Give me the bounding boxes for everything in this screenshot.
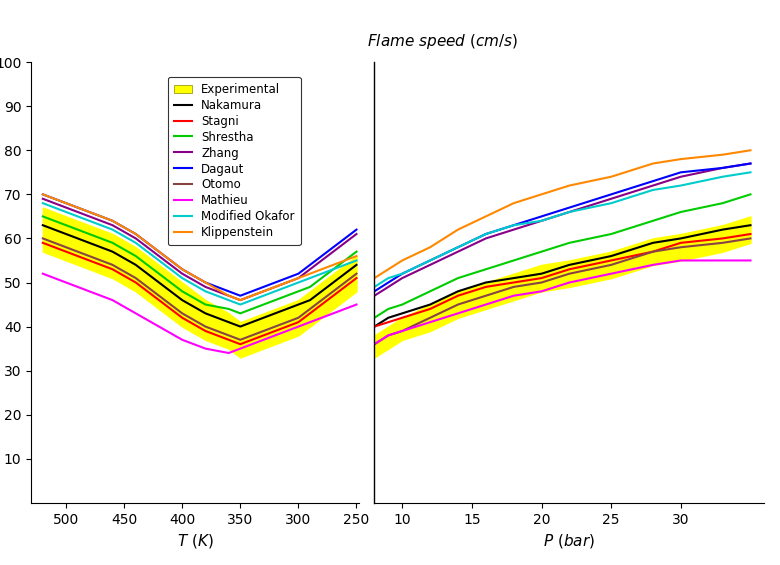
X-axis label: $P\ (bar)$: $P\ (bar)$ [544, 532, 595, 550]
X-axis label: $T\ (K)$: $T\ (K)$ [176, 532, 214, 550]
Text: $Flame\ speed\ (cm/s)$: $Flame\ speed\ (cm/s)$ [367, 32, 518, 51]
Legend: Experimental, Nakamura, Stagni, Shrestha, Zhang, Dagaut, Otomo, Mathieu, Modifie: Experimental, Nakamura, Stagni, Shrestha… [168, 77, 300, 245]
